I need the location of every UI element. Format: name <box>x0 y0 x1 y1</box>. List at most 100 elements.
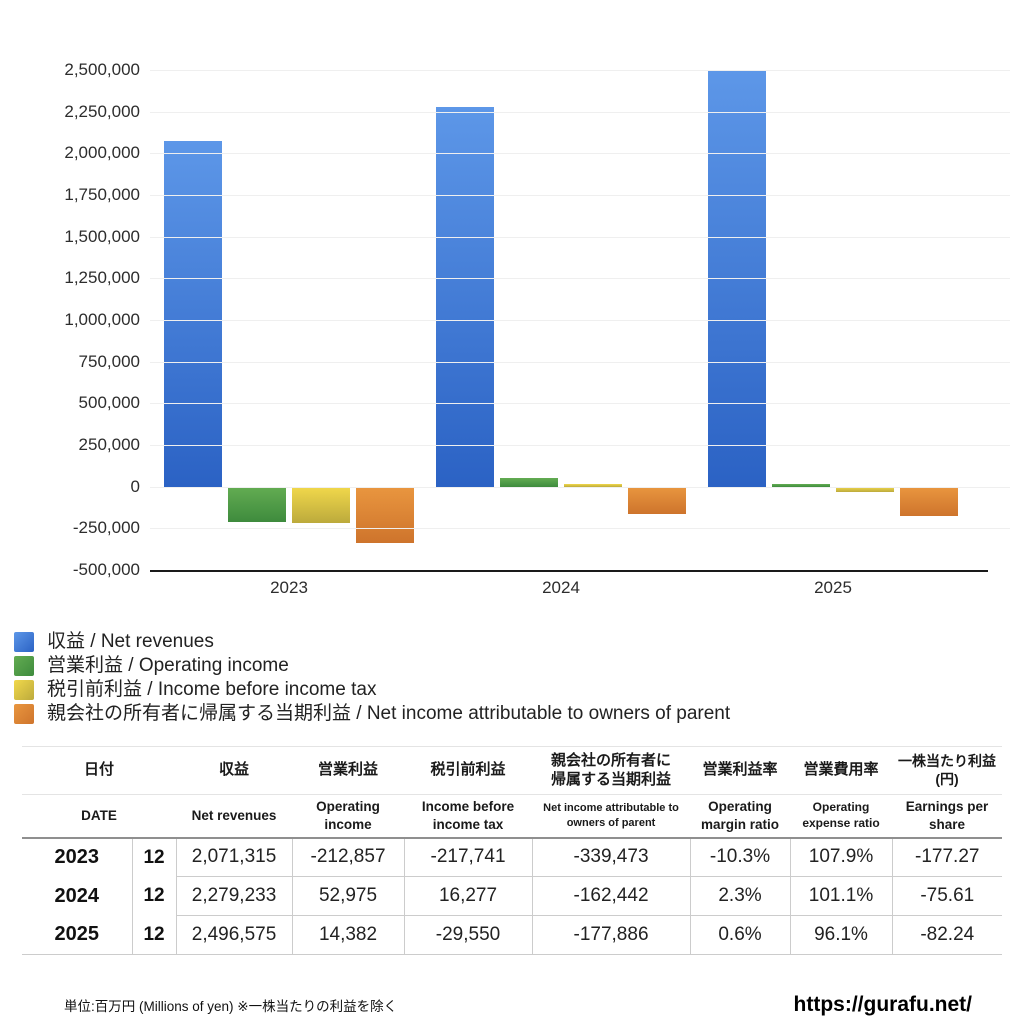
y-axis-tick-label: 500,000 <box>78 393 140 413</box>
gridline <box>150 361 1010 363</box>
table-header-ja-2: 営業利益 <box>292 746 405 795</box>
table-cell-month: 12 <box>143 885 165 906</box>
table-cell-value-3: -339,473 <box>531 837 691 877</box>
bar-net-revenues-2023[interactable] <box>164 141 222 487</box>
table-cell-value-6: -82.24 <box>891 915 1003 955</box>
table-header-ja-3: 税引前利益 <box>404 746 533 795</box>
table-header-en-5: Operating margin ratio <box>690 794 791 839</box>
table-cell-value-0: 2,071,315 <box>175 837 293 877</box>
table-cell-value-2: -217,741 <box>403 837 533 877</box>
table-cell-value-6: -177.27 <box>891 837 1003 877</box>
x-axis-line <box>150 570 988 572</box>
legend-label: 営業利益 / Operating income <box>47 655 289 676</box>
y-axis-tick-label: 750,000 <box>78 351 140 371</box>
table-cell-value-1: -212,857 <box>291 837 405 877</box>
financial-table: 日付 収益 営業利益 税引前利益 親会社の所有者に帰属する当期利益 営業利益率 営業費用率一… <box>22 746 1003 955</box>
footer: 単位:百万円 (Millions of yen) ※一株当たりの利益を除く ht… <box>0 993 1024 1017</box>
gridline <box>150 153 1010 155</box>
bar-income-before-income-tax-2025[interactable] <box>836 486 894 492</box>
y-axis-tick-label: 1,750,000 <box>64 185 140 204</box>
table-cell-value-0: 2,279,233 <box>175 876 293 916</box>
y-axis-tick-label: 2,000,000 <box>64 143 140 163</box>
table-header-en-2: Operating income <box>292 794 405 839</box>
gridline <box>150 70 1010 71</box>
table-header-ja-4: 親会社の所有者に帰属する当期利益 <box>532 746 691 795</box>
table-header-en-4: Net income attributable to owners of par… <box>532 794 691 839</box>
table-cell-value-3: -177,886 <box>531 915 691 955</box>
table-cell-value-1: 52,975 <box>291 876 405 916</box>
table-header-en-7: Earnings per share <box>892 794 1003 839</box>
gridline <box>150 195 1010 196</box>
y-axis-tick-label: 0 <box>130 476 140 496</box>
gridline <box>150 528 1010 530</box>
table-cell-value-1: 14,382 <box>291 915 405 955</box>
table-cell-value-5: 101.1% <box>789 876 893 916</box>
table-header-en-3: Income before income tax <box>404 794 533 839</box>
table-row-2025: 2025 12 2,496,575 14,382 -29,550 -177,886 0.6%… <box>22 915 1003 955</box>
bar-operating-income-2023[interactable] <box>228 486 286 523</box>
legend-swatch-icon <box>14 704 34 724</box>
table-header-en-0: DATE <box>22 794 177 839</box>
table-header-ja-5: 営業利益率 <box>690 746 791 795</box>
bar-net-income-owners-of-parent-2025[interactable] <box>900 486 958 517</box>
y-axis-tick-label: 1,500,000 <box>64 226 140 246</box>
bar-operating-income-2024[interactable] <box>500 477 558 487</box>
legend-swatch-icon <box>14 632 34 652</box>
x-axis-label-2023: 2023 <box>270 578 308 597</box>
table-header-en-6: Operating expense ratio <box>790 794 893 839</box>
legend-item-net-revenues[interactable]: 収益 / Net revenues <box>14 630 1024 654</box>
y-axis-tick-label: 1,250,000 <box>64 268 140 288</box>
bar-operating-income-2025[interactable] <box>772 484 830 487</box>
bar-net-revenues-2024[interactable] <box>436 106 494 487</box>
gridline <box>150 236 1010 238</box>
financial-table-section: 日付 収益 営業利益 税引前利益 親会社の所有者に帰属する当期利益 営業利益率 営業費用率一… <box>0 746 1024 955</box>
table-cell-value-2: -29,550 <box>403 915 533 955</box>
chart-legend: 収益 / Net revenues 営業利益 / Operating income… <box>14 630 1024 726</box>
table-row-2024: 2024 12 2,279,233 52,975 16,277 -162,442 2.3% 1… <box>22 876 1003 916</box>
table-header-en-1: Net revenues <box>176 794 293 839</box>
table-cell-value-0: 2,496,575 <box>175 915 293 955</box>
table-cell-year: 2023 <box>22 837 133 877</box>
legend-item-income-before-income-tax[interactable]: 税引前利益 / Income before income tax <box>14 678 1024 702</box>
bar-net-income-owners-of-parent-2024[interactable] <box>628 486 686 514</box>
bar-chart: 2,500,000 2,250,000 2,000,000 1,750,000 1,50… <box>64 60 1010 597</box>
table-cell-value-6: -75.61 <box>891 876 1003 916</box>
table-cell-month: 12 <box>143 846 165 868</box>
legend-label: 親会社の所有者に帰属する当期利益 / Net income attributab… <box>47 703 731 724</box>
gridline <box>150 486 1010 488</box>
gridline <box>150 278 1010 280</box>
bar-income-before-income-tax-2023[interactable] <box>292 486 350 523</box>
gridline <box>150 320 1010 321</box>
y-axis-tick-label: -500,000 <box>72 560 140 579</box>
site-url-link[interactable]: https://gurafu.net/ <box>793 993 972 1016</box>
legend-item-net-income-owners-of-parent[interactable]: 親会社の所有者に帰属する当期利益 / Net income attributab… <box>14 702 1024 726</box>
y-axis-tick-label: 2,500,000 <box>64 60 140 79</box>
legend-swatch-icon <box>14 680 34 700</box>
table-header-ja-7: 一株当たり利益(円) <box>892 746 1003 795</box>
gridline <box>150 403 1010 405</box>
bar-income-before-income-tax-2024[interactable] <box>564 483 622 487</box>
x-axis-label-2025: 2025 <box>814 578 852 597</box>
table-cell-value-5: 107.9% <box>789 837 893 877</box>
table-row-2023: 2023 12 2,071,315 -212,857 -217,741 -339,473-… <box>22 837 1003 877</box>
table-cell-year: 2024 <box>22 876 133 916</box>
table-cell-value-3: -162,442 <box>531 876 691 916</box>
table-cell-value-4: 2.3% <box>689 876 791 916</box>
table-header-ja-6: 営業費用率 <box>790 746 893 795</box>
gridline <box>150 111 1010 113</box>
table-header-ja-1: 収益 <box>176 746 293 795</box>
legend-label: 収益 / Net revenues <box>47 631 214 652</box>
table-cell-value-4: -10.3% <box>689 837 791 877</box>
y-axis-tick-label: 2,250,000 <box>64 101 140 121</box>
legend-label: 税引前利益 / Income before income tax <box>47 679 377 700</box>
x-axis-label-2024: 2024 <box>542 578 580 597</box>
bar-net-income-owners-of-parent-2023[interactable] <box>356 486 414 544</box>
table-header-ja-0: 日付 <box>22 746 177 795</box>
legend-swatch-icon <box>14 656 34 676</box>
y-axis-tick-label: 250,000 <box>78 435 140 454</box>
table-cell-value-4: 0.6% <box>689 915 791 955</box>
table-cell-year: 2025 <box>22 915 133 955</box>
gridline <box>150 445 1010 446</box>
legend-item-operating-income[interactable]: 営業利益 / Operating income <box>14 654 1024 678</box>
table-cell-value-2: 16,277 <box>403 876 533 916</box>
